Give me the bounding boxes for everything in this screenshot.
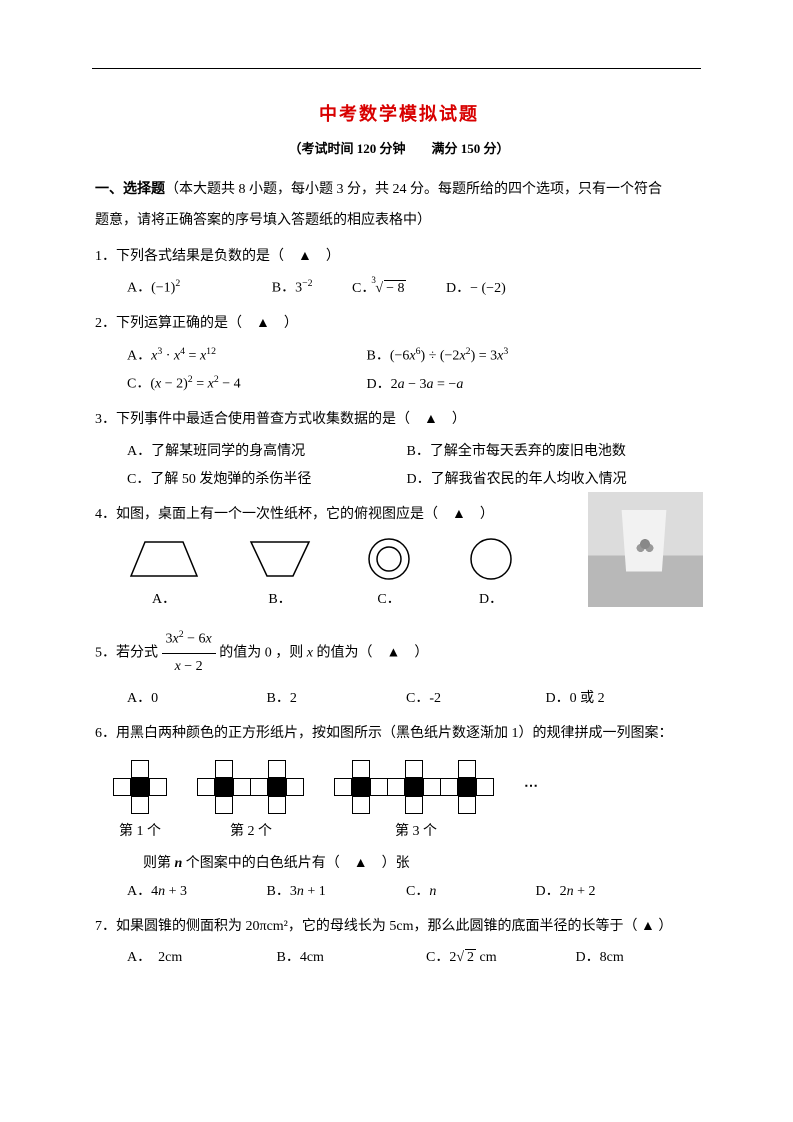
q7-optA: A． 2cm <box>127 944 237 972</box>
section1-label: 一、选择题 <box>95 182 165 197</box>
q6-optA: A．4n + 3 <box>127 878 227 906</box>
q6-patterns: ⋯ <box>113 760 703 814</box>
q5-num: 3x2 − 6x <box>162 626 216 654</box>
q6-then-post: 个图案中的白色纸片有（ ▲ ）张 <box>182 856 409 871</box>
q6-optC: C．n <box>406 878 496 906</box>
q6-optB: B．3n + 1 <box>267 878 367 906</box>
q6-pattern-labels: 第 1 个 第 2 个 第 3 个 <box>113 820 703 840</box>
q1-options: A．(−1)2 B．3−2 C．3√− 8 D．− (−2) <box>127 274 703 303</box>
q1-optA: A．(−1)2 <box>127 274 180 303</box>
q2-optA: A．x3 · x4 = x12 <box>127 342 327 371</box>
q6-then: 则第 n 个图案中的白色纸片有（ ▲ ）张 <box>143 850 703 878</box>
section1-desc2: 题意，请将正确答案的序号填入答题纸的相应表格中） <box>95 206 703 235</box>
q4-shapes <box>127 536 582 582</box>
q5-optB: B．2 <box>267 685 367 713</box>
q6-optD: D．2n + 2 <box>536 878 596 906</box>
section1-desc1: （本大题共 8 小题，每小题 3 分，共 24 分。每题所给的四个选项，只有一个… <box>165 182 662 197</box>
q5-post: 的值为 0 ，则 <box>219 646 307 661</box>
q6-text: 6．用黑白两种颜色的正方形纸片，按如图所示（黑色纸片数逐渐加 1）的规律拼成一列… <box>95 721 703 748</box>
q5-optA: A．0 <box>127 685 227 713</box>
top-rule <box>92 68 701 69</box>
q6-then-pre: 则第 <box>143 856 175 871</box>
q4-lblC: C． <box>359 588 419 608</box>
q4-lblD: D． <box>461 588 521 608</box>
q6-options: A．4n + 3 B．3n + 1 C．n D．2n + 2 <box>127 878 703 906</box>
q5-post2: 的值为（ ▲ ） <box>313 646 428 661</box>
trapezoid-a-icon <box>127 536 201 582</box>
q4-text: 4．如图，桌面上有一个一次性纸杯，它的俯视图应是（ ▲ ） <box>95 502 582 529</box>
q5-optD: D．0 或 2 <box>546 685 605 713</box>
q5-pre: 5．若分式 <box>95 646 162 661</box>
q7-optC: C．2√2 cm <box>426 944 536 972</box>
q5-options: A．0 B．2 C．-2 D．0 或 2 <box>127 685 703 713</box>
exam-info: （考试时间 120 分钟 满分 150 分） <box>95 138 703 157</box>
q2-optD: D．2a − 3a = −a <box>367 371 464 399</box>
p1-label: 第 1 个 <box>113 820 167 840</box>
q3-optB: B．了解全市每天丢弃的废旧电池数 <box>407 438 626 466</box>
q1-text: 1．下列各式结果是负数的是（ ▲ ） <box>95 244 703 271</box>
q2-optB: B．(−6x6) ÷ (−2x2) = 3x3 <box>367 342 509 371</box>
q4-lblA: A． <box>127 588 201 608</box>
q5-text: 5．若分式 3x2 − 6x x − 2 的值为 0 ，则 x 的值为（ ▲ ） <box>95 626 703 681</box>
q5-optC: C．-2 <box>406 685 506 713</box>
q7-optD: D．8cm <box>576 944 624 972</box>
q4-labels: A． B． C． D． <box>127 588 582 608</box>
pattern-2 <box>197 760 304 814</box>
q3-row2: C．了解 50 发炮弹的杀伤半径 D．了解我省农民的年人均收入情况 <box>127 466 703 494</box>
q1-optC: C．3√− 8 <box>352 275 406 303</box>
q2-options2: C．(x − 2)2 = x2 − 4 D．2a − 3a = −a <box>127 370 703 399</box>
q3-optA: A．了解某班同学的身高情况 <box>127 438 367 466</box>
p3-label: 第 3 个 <box>335 820 497 840</box>
q3-optC: C．了解 50 发炮弹的杀伤半径 <box>127 466 367 494</box>
pattern-3 <box>334 760 494 814</box>
q5-fraction: 3x2 − 6x x − 2 <box>162 626 216 681</box>
q7-optB: B．4cm <box>277 944 387 972</box>
cup-flower-icon <box>634 536 656 556</box>
q7-options: A． 2cm B．4cm C．2√2 cm D．8cm <box>127 944 703 972</box>
q2-optC: C．(x − 2)2 = x2 − 4 <box>127 370 327 399</box>
q5-den: x − 2 <box>162 654 216 681</box>
q3-text: 3．下列事件中最适合使用普查方式收集数据的是（ ▲ ） <box>95 407 703 434</box>
cup-photo <box>588 492 703 607</box>
circle-icon <box>461 536 521 582</box>
pattern-1 <box>113 760 167 814</box>
page: 中考数学模拟试题 （考试时间 120 分钟 满分 150 分） 一、选择题（本大… <box>0 0 793 1122</box>
q4-lblB: B． <box>243 588 317 608</box>
q4-row: 4．如图，桌面上有一个一次性纸杯，它的俯视图应是（ ▲ ） A． B． C． D… <box>95 494 703 619</box>
q2-options: A．x3 · x4 = x12 B．(−6x6) ÷ (−2x2) = 3x3 <box>127 342 703 371</box>
ring-icon <box>359 536 419 582</box>
section1-heading: 一、选择题（本大题共 8 小题，每小题 3 分，共 24 分。每题所给的四个选项… <box>95 175 703 204</box>
q1-optB: B．3−2 <box>272 274 313 303</box>
q3-optD: D．了解我省农民的年人均收入情况 <box>407 466 627 494</box>
q4-left: 4．如图，桌面上有一个一次性纸杯，它的俯视图应是（ ▲ ） A． B． C． D… <box>95 494 582 619</box>
p2-label: 第 2 个 <box>197 820 305 840</box>
page-title: 中考数学模拟试题 <box>95 100 703 126</box>
q1-optD: D．− (−2) <box>446 275 506 303</box>
q3-row1: A．了解某班同学的身高情况 B．了解全市每天丢弃的废旧电池数 <box>127 438 703 466</box>
pattern-dots: ⋯ <box>524 778 540 795</box>
q2-text: 2．下列运算正确的是（ ▲ ） <box>95 311 703 338</box>
q7-text: 7．如果圆锥的侧面积为 20πcm²，它的母线长为 5cm，那么此圆锥的底面半径… <box>95 914 703 941</box>
trapezoid-b-icon <box>243 536 317 582</box>
